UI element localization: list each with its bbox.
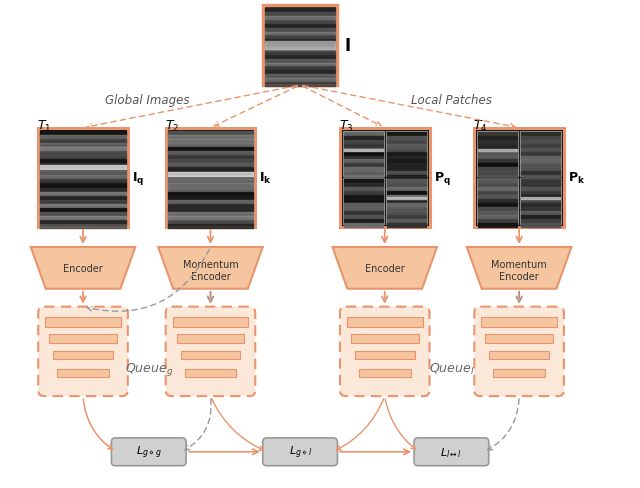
Bar [520,131,561,177]
Text: $\mathbf{P_q}$: $\mathbf{P_q}$ [433,169,451,186]
Text: $Queue_l$: $Queue_l$ [429,361,474,376]
Bar [351,334,419,343]
Polygon shape [332,247,437,289]
Bar [386,131,426,177]
Bar [481,317,557,327]
Text: Momentum
Encoder: Momentum Encoder [492,260,547,281]
Text: $L_{g\diamond g}$: $L_{g\diamond g}$ [136,444,161,460]
Bar [485,334,553,343]
Bar [477,131,518,177]
Polygon shape [467,247,572,289]
Text: $\mathbf{I}$: $\mathbf{I}$ [344,37,351,55]
FancyBboxPatch shape [263,438,337,466]
Bar [493,369,545,377]
Bar [355,352,415,360]
Text: Momentum
Encoder: Momentum Encoder [182,260,238,281]
Bar [386,179,426,224]
Text: $T_{1}$: $T_{1}$ [37,119,52,134]
Text: $\mathbf{I_k}$: $\mathbf{I_k}$ [259,170,272,185]
Polygon shape [158,247,263,289]
Text: $T_{3}$: $T_{3}$ [339,119,353,134]
Polygon shape [31,247,135,289]
Text: $Queue_g$: $Queue_g$ [125,360,173,377]
Bar [166,128,255,227]
Bar [49,334,117,343]
FancyBboxPatch shape [414,438,489,466]
Text: Encoder: Encoder [63,264,103,273]
Text: $\mathbf{I_q}$: $\mathbf{I_q}$ [132,169,144,186]
Bar [57,369,109,377]
Bar [347,317,422,327]
Bar [359,369,411,377]
Text: Local Patches: Local Patches [412,94,492,106]
Bar [177,334,244,343]
Bar [180,352,241,360]
Bar [340,128,429,227]
Bar [343,131,384,177]
Text: $\mathbf{P_k}$: $\mathbf{P_k}$ [568,170,585,185]
Bar [45,317,121,327]
Text: Global Images: Global Images [104,94,189,106]
Bar [489,352,549,360]
Bar [474,128,564,227]
Text: Encoder: Encoder [365,264,404,273]
Bar [520,179,561,224]
Text: $L_{l\leftrightarrow l}$: $L_{l\leftrightarrow l}$ [440,445,463,459]
FancyBboxPatch shape [111,438,186,466]
Text: $T_{2}$: $T_{2}$ [164,119,179,134]
Text: $T_{4}$: $T_{4}$ [474,119,488,134]
FancyBboxPatch shape [166,307,255,396]
Bar [38,128,128,227]
Bar [53,352,113,360]
Bar [343,179,384,224]
Text: $L_{g\diamond l}$: $L_{g\diamond l}$ [289,444,312,460]
FancyBboxPatch shape [474,307,564,396]
Bar [263,6,337,86]
Bar [477,179,518,224]
FancyBboxPatch shape [340,307,429,396]
FancyBboxPatch shape [38,307,128,396]
Bar [173,317,248,327]
Bar [184,369,236,377]
